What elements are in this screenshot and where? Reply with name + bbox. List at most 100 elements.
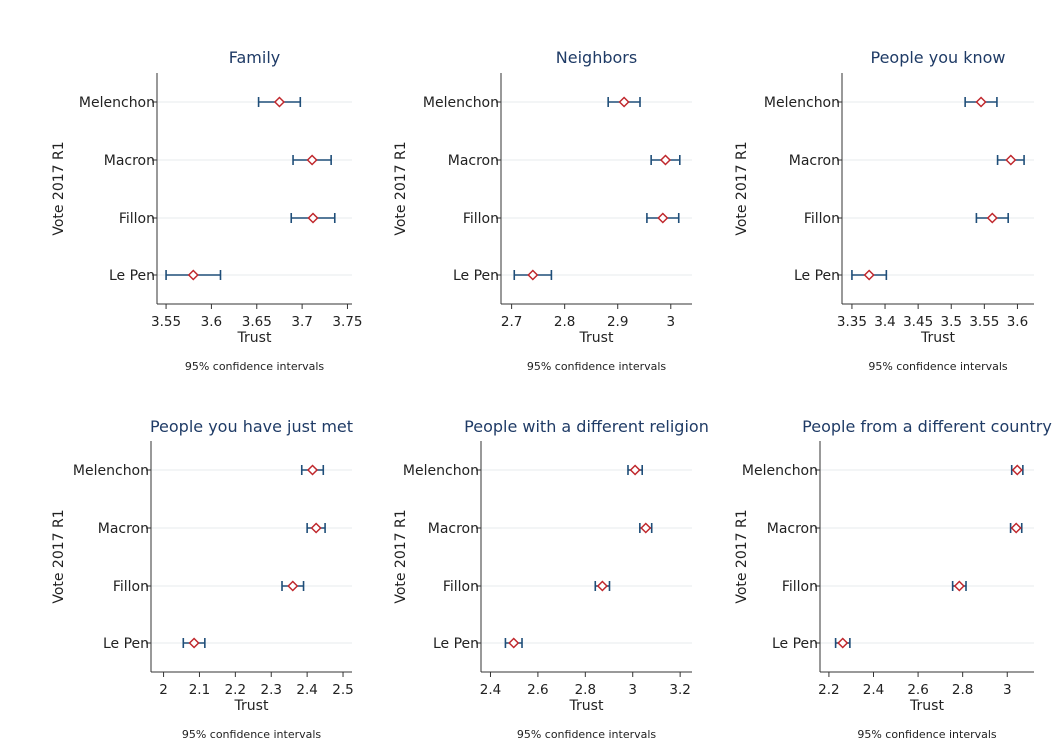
category-label: Fillon [443, 579, 479, 595]
x-tick-label: 3.4 [874, 314, 895, 330]
category-label: Macron [428, 521, 479, 537]
panel-6: People from a different country Melenchon… [734, 417, 1052, 741]
x-tick-label: 3.55 [969, 314, 999, 330]
y-axis-label: Vote 2017 R1 [393, 141, 409, 235]
category-label: Melenchon [764, 95, 840, 111]
point-estimate [306, 154, 318, 166]
x-tick-label: 2.7 [501, 314, 522, 330]
x-tick-label: 3.5 [940, 314, 961, 330]
x-axis-label: Trust [237, 330, 272, 346]
panel-title: People with a different religion [464, 417, 709, 436]
category-label: Le Pen [772, 636, 818, 652]
x-tick-label: 3.55 [151, 314, 181, 330]
ci-note: 95% confidence intervals [527, 360, 667, 373]
x-tick-label: 3 [1003, 682, 1012, 698]
panel-5: People with a different religion Melencho… [393, 417, 709, 741]
x-tick-label: 2.8 [952, 682, 973, 698]
x-tick-label: 2.8 [575, 682, 596, 698]
panel-title: People you have just met [150, 417, 353, 436]
x-axis-label: Trust [569, 698, 604, 714]
category-label: Fillon [782, 579, 818, 595]
category-label: Le Pen [433, 636, 479, 652]
panel-title: People you know [870, 48, 1005, 67]
category-label: Macron [104, 153, 155, 169]
x-tick-label: 2.4 [863, 682, 884, 698]
x-tick-label: 2 [159, 682, 168, 698]
panel-title: Family [229, 48, 280, 67]
x-axis-label: Trust [920, 330, 955, 346]
x-axis-label: Trust [909, 698, 944, 714]
category-label: Fillon [804, 211, 840, 227]
point-estimate [1005, 154, 1017, 166]
x-tick-label: 2.6 [907, 682, 928, 698]
x-tick-label: 3 [666, 314, 675, 330]
x-tick-label: 3.6 [1007, 314, 1028, 330]
point-estimate [187, 269, 199, 281]
point-estimate [307, 212, 319, 224]
point-estimate [310, 522, 322, 534]
category-label: Le Pen [109, 268, 155, 284]
point-estimate [657, 212, 669, 224]
point-estimate [188, 637, 200, 649]
category-label: Macron [448, 153, 499, 169]
point-estimate [508, 637, 520, 649]
category-label: Macron [789, 153, 840, 169]
ci-note: 95% confidence intervals [868, 360, 1008, 373]
x-tick-label: 3.7 [291, 314, 312, 330]
panel-3: People you know Melenchon Macron Fillon Le P… [734, 48, 1034, 373]
point-estimate [596, 580, 608, 592]
category-label: Melenchon [403, 463, 479, 479]
y-axis-label: Vote 2017 R1 [51, 141, 67, 235]
x-tick-label: 2.4 [296, 682, 317, 698]
point-estimate [863, 269, 875, 281]
category-label: Le Pen [453, 268, 499, 284]
point-estimate [1010, 522, 1022, 534]
y-axis-label: Vote 2017 R1 [734, 141, 750, 235]
point-estimate [640, 522, 652, 534]
ci-note: 95% confidence intervals [185, 360, 325, 373]
x-tick-label: 2.6 [527, 682, 548, 698]
x-tick-label: 2.8 [554, 314, 575, 330]
x-tick-label: 2.3 [260, 682, 281, 698]
point-estimate [273, 96, 286, 108]
point-estimate [953, 580, 965, 592]
x-tick-label: 2.5 [332, 682, 353, 698]
x-axis-label: Trust [579, 330, 614, 346]
x-tick-label: 2.2 [225, 682, 246, 698]
point-estimate [629, 464, 641, 476]
x-tick-label: 2.2 [818, 682, 839, 698]
point-estimate [837, 637, 849, 649]
x-axis-label: Trust [234, 698, 269, 714]
category-label: Melenchon [742, 463, 818, 479]
y-axis-label: Vote 2017 R1 [393, 509, 409, 603]
point-estimate [287, 580, 299, 592]
category-label: Le Pen [103, 636, 149, 652]
ci-note: 95% confidence intervals [857, 728, 997, 741]
category-label: Le Pen [794, 268, 840, 284]
point-estimate [306, 464, 319, 476]
panel-2: Neighbors Melenchon Macron Fillon Le Pen 2.7 2… [393, 48, 692, 373]
point-estimate [975, 96, 987, 108]
point-estimate [527, 269, 539, 281]
category-label: Macron [98, 521, 149, 537]
x-tick-label: 2.9 [607, 314, 628, 330]
point-estimate [986, 212, 998, 224]
category-label: Melenchon [423, 95, 499, 111]
y-axis-label: Vote 2017 R1 [734, 509, 750, 603]
x-tick-label: 3.2 [669, 682, 690, 698]
panel-1: Family Melenchon Macron Fillon Le Pen 3.55 3.6… [51, 48, 362, 373]
x-tick-label: 3.75 [332, 314, 362, 330]
ci-note: 95% confidence intervals [182, 728, 322, 741]
panel-4: People you have just met Melenchon Macron F… [51, 417, 354, 741]
category-label: Fillon [463, 211, 499, 227]
x-tick-label: 2.1 [189, 682, 210, 698]
x-tick-label: 3.45 [903, 314, 933, 330]
x-tick-label: 3 [628, 682, 637, 698]
point-estimate [1011, 464, 1023, 476]
x-tick-label: 3.65 [242, 314, 272, 330]
category-label: Macron [767, 521, 818, 537]
ci-note: 95% confidence intervals [517, 728, 657, 741]
point-estimate [659, 154, 672, 166]
category-label: Melenchon [73, 463, 149, 479]
